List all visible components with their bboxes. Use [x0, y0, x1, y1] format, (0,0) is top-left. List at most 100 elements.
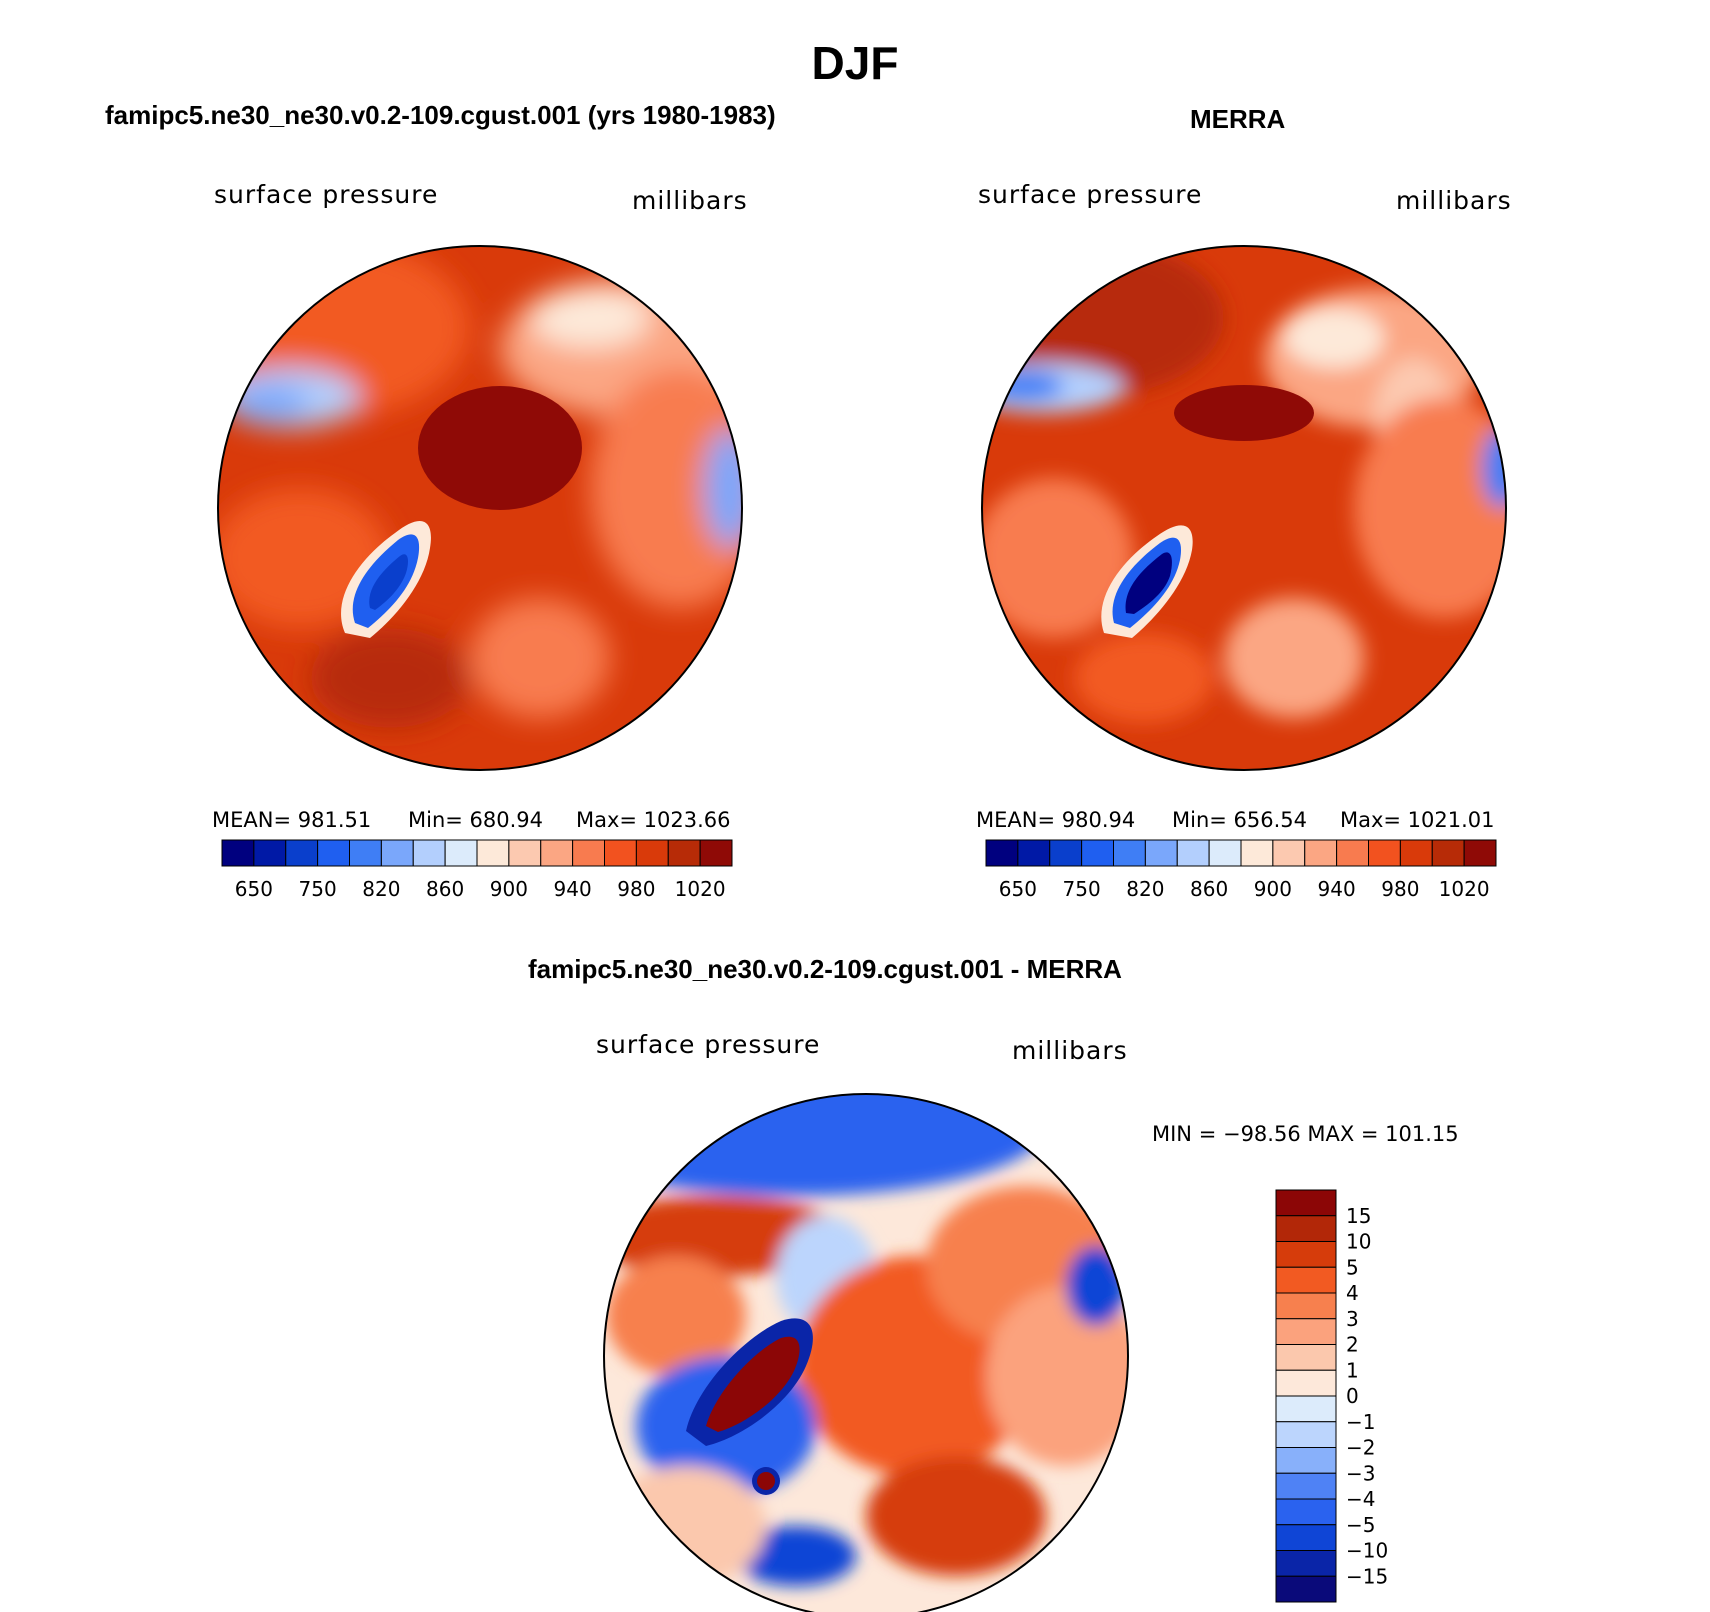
panel1-colorbar-swatch: [508, 839, 542, 867]
diff-colorbar-swatch: [1275, 1575, 1337, 1603]
panel2-colorbar-tick: 750: [1063, 877, 1101, 901]
panel2-colorbar-swatch: [1304, 839, 1338, 867]
diff-colorbar-swatch: [1275, 1498, 1337, 1526]
panel2-colorbar-tick: 1020: [1439, 877, 1490, 901]
panel1-colorbar-swatch: [540, 839, 574, 867]
panel1-colorbar-swatch: [380, 839, 414, 867]
panel1-colorbar-swatch: [444, 839, 478, 867]
diff-colorbar-tick: −4: [1346, 1487, 1375, 1511]
panel2-colorbar-tick: 650: [999, 877, 1037, 901]
panel2-colorbar-swatch: [1272, 839, 1306, 867]
panel1-colorbar-tick: 820: [362, 877, 400, 901]
panel2-colorbar: 650 750 820 860 900 940 980 1020: [985, 839, 1497, 901]
panel2-colorbar-swatch: [1113, 839, 1146, 867]
diff-colorbar-swatch: [1275, 1447, 1337, 1474]
panel1-colorbar-swatch: [476, 839, 510, 867]
panel1-colorbar-swatch: [285, 839, 319, 867]
diff-title: famipc5.ne30_ne30.v0.2-109.cgust.001 - M…: [528, 954, 1122, 984]
panel2-colorbar-tick: 820: [1126, 877, 1164, 901]
diff-colorbar-swatch: [1275, 1369, 1337, 1397]
diff-colorbar-tick: 10: [1346, 1230, 1371, 1254]
diff-map: [603, 1093, 1129, 1612]
panel1-min: Min= 680.94: [408, 808, 544, 832]
diff-colorbar-tick: 3: [1346, 1307, 1359, 1331]
panel1-map: [217, 245, 743, 771]
diff-colorbar-swatch: [1275, 1550, 1337, 1577]
panel1-colorbar-swatch: [667, 839, 701, 867]
panel2-colorbar-swatch: [1176, 839, 1210, 867]
diff-colorbar-swatch: [1275, 1266, 1337, 1294]
panel2-colorbar-swatch: [1240, 839, 1274, 867]
diff-colorbar-tick: −3: [1346, 1461, 1375, 1485]
panel1-colorbar-tick: 940: [554, 877, 592, 901]
diff-colorbar-tick: −2: [1346, 1436, 1375, 1460]
diff-colorbar-tick: −15: [1346, 1564, 1388, 1588]
panel1-colorbar-swatch: [699, 839, 733, 867]
panel2-colorbar-swatch: [1081, 839, 1114, 867]
panel2-colorbar-swatch: [1208, 839, 1242, 867]
panel2-colorbar-tick: 980: [1381, 877, 1419, 901]
panel2-colorbar-swatch: [1431, 839, 1465, 867]
diff-colorbar-tick: 1: [1346, 1358, 1359, 1382]
panel1-colorbar-swatch: [635, 839, 669, 867]
diff-colorbar-tick: 15: [1346, 1204, 1371, 1228]
diff-minmax: MIN = −98.56 MAX = 101.15: [1152, 1122, 1459, 1146]
panel2-colorbar-swatch: [1336, 839, 1369, 867]
panel2-colorbar-tick: 860: [1190, 877, 1228, 901]
diff-colorbar-tick: 0: [1346, 1384, 1359, 1408]
diff-colorbar-tick: −1: [1346, 1410, 1375, 1434]
panel1-colorbar-tick: 980: [617, 877, 655, 901]
panel1-colorbar-tick: 650: [235, 877, 273, 901]
panel1-title: famipc5.ne30_ne30.v0.2-109.cgust.001 (yr…: [105, 100, 776, 130]
panel1-colorbar-swatch: [317, 839, 350, 867]
diff-colorbar-swatch: [1275, 1524, 1337, 1551]
panel1-greenland-icon: [341, 521, 431, 638]
diff-colorbar-swatch: [1275, 1344, 1337, 1371]
panel1-units-label: millibars: [632, 186, 748, 215]
diff-colorbar-swatch: [1275, 1318, 1337, 1345]
panel2-colorbar-swatch: [1144, 839, 1178, 867]
panel2-greenland-icon: [1101, 525, 1193, 638]
diff-colorbar-swatch: [1275, 1189, 1337, 1217]
panel2-colorbar-tick: 940: [1318, 877, 1356, 901]
panel2-mean: MEAN= 980.94: [976, 808, 1136, 832]
diff-units-label: millibars: [1012, 1036, 1128, 1065]
diff-colorbar-tick: −10: [1346, 1539, 1388, 1563]
panel2-min: Min= 656.54: [1172, 808, 1308, 832]
diff-variable-label: surface pressure: [596, 1030, 821, 1059]
panel1-colorbar-tick: 860: [426, 877, 464, 901]
diff-colorbar-tick: 4: [1346, 1281, 1359, 1305]
panel2-colorbar-swatch: [1399, 839, 1433, 867]
panel2-colorbar-tick: 900: [1254, 877, 1292, 901]
diff-colorbar-swatch: [1275, 1395, 1337, 1423]
panel1-colorbar-tick: 900: [490, 877, 528, 901]
panel1-colorbar: 650 750 820 860 900 940 980 1020: [221, 839, 733, 901]
diff-colorbar-swatch: [1275, 1421, 1337, 1448]
panel2-title: MERRA: [1190, 104, 1286, 134]
panel2-max: Max= 1021.01: [1340, 808, 1495, 832]
panel1-variable-label: surface pressure: [214, 180, 439, 209]
panel1-colorbar-swatch: [572, 839, 605, 867]
panel1-colorbar-tick: 750: [299, 877, 337, 901]
diff-colorbar-swatch: [1275, 1215, 1337, 1242]
panel2-map: [981, 245, 1507, 771]
panel1-colorbar-swatch: [221, 839, 255, 867]
diff-colorbar-swatch: [1275, 1292, 1337, 1320]
diff-colorbar-tick: −5: [1346, 1513, 1375, 1537]
panel2-units-label: millibars: [1396, 186, 1512, 215]
panel1-colorbar-swatch: [349, 839, 382, 867]
diff-colorbar-tick: 2: [1346, 1333, 1359, 1357]
panel2-colorbar-swatch: [1017, 839, 1051, 867]
panel1-colorbar-tick: 1020: [675, 877, 726, 901]
diff-colorbar-tick: 5: [1346, 1255, 1359, 1279]
panel1-mean: MEAN= 981.51: [212, 808, 372, 832]
panel1-colorbar-swatch: [412, 839, 446, 867]
diff-colorbar-swatch: [1275, 1241, 1337, 1268]
panel2-variable-label: surface pressure: [978, 180, 1203, 209]
panel1-max: Max= 1023.66: [576, 808, 731, 832]
panel2-colorbar-swatch: [1463, 839, 1497, 867]
panel2-colorbar-swatch: [1049, 839, 1083, 867]
panel2-colorbar-swatch: [985, 839, 1019, 867]
figure-title: DJF: [811, 37, 899, 89]
